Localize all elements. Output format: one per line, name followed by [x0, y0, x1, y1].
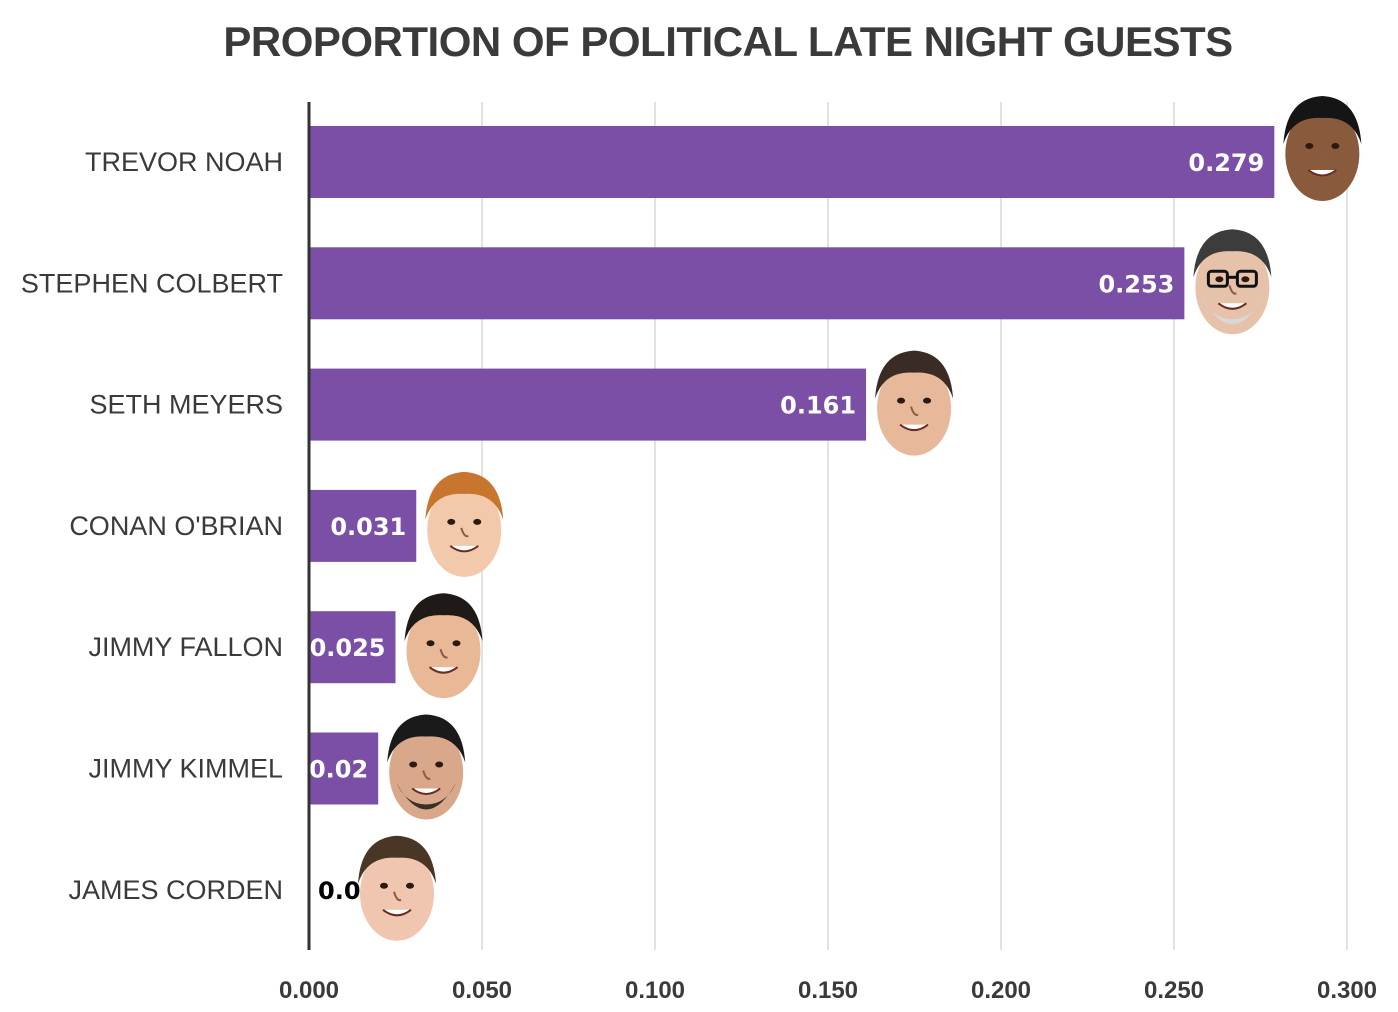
x-tick-label: 0.000 [279, 977, 339, 1004]
x-tick-label: 0.100 [625, 977, 685, 1004]
x-tick-label: 0.200 [971, 977, 1031, 1004]
category-label: TREVOR NOAH [85, 147, 283, 177]
face-jimmy-kimmel-icon [387, 714, 466, 820]
category-label: JAMES CORDEN [68, 875, 283, 905]
category-label: STEPHEN COLBERT [21, 268, 283, 298]
value-label: 0.025 [310, 634, 386, 662]
category-label: SETH MEYERS [89, 390, 283, 420]
face-seth-meyers-icon [875, 350, 954, 456]
x-tick-label: 0.150 [798, 977, 858, 1004]
bar [309, 368, 867, 441]
face-stephen-colbert-icon [1193, 229, 1272, 335]
category-label: JIMMY FALLON [88, 632, 283, 662]
value-label: 0.279 [1188, 149, 1264, 177]
bar [309, 732, 379, 805]
value-label: 0.161 [780, 392, 856, 420]
bar [309, 489, 417, 562]
value-label: 0.0 [318, 877, 361, 905]
bar [309, 247, 1185, 320]
face-james-corden-icon [358, 835, 436, 941]
face-jimmy-fallon-icon [404, 593, 483, 699]
x-tick-label: 0.250 [1144, 977, 1204, 1004]
face-trevor-noah-icon [1283, 96, 1362, 201]
category-label: JIMMY KIMMEL [88, 754, 283, 784]
x-tick-label: 0.050 [452, 977, 512, 1004]
face-conan-obrian-icon [425, 471, 504, 577]
bar [309, 611, 396, 684]
value-label: 0.02 [309, 756, 368, 784]
x-tick-label: 0.300 [1317, 977, 1377, 1004]
chart-title: PROPORTION OF POLITICAL LATE NIGHT GUEST… [223, 18, 1233, 65]
bar [309, 126, 1275, 198]
value-label: 0.031 [330, 513, 406, 541]
category-label: CONAN O'BRIAN [69, 511, 283, 541]
value-label: 0.253 [1098, 270, 1174, 298]
